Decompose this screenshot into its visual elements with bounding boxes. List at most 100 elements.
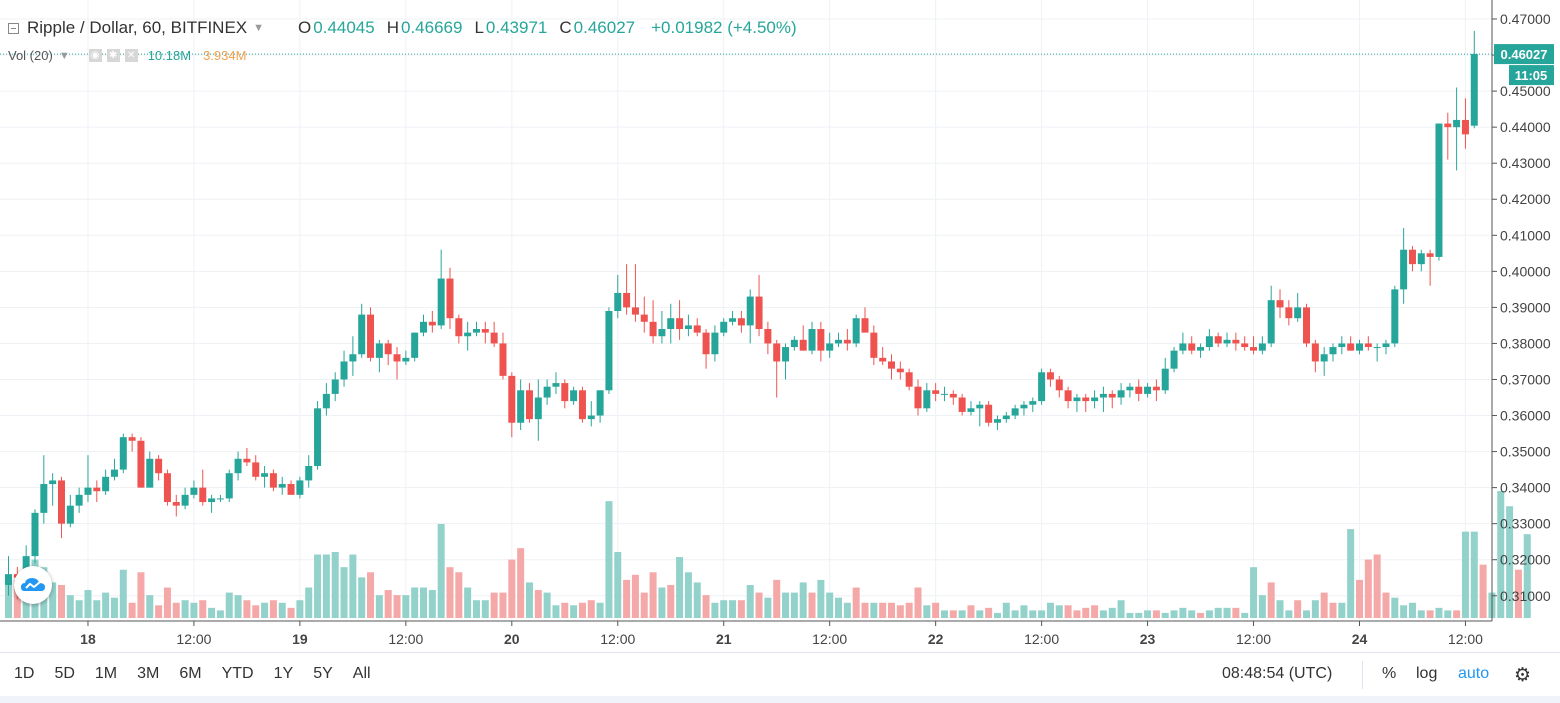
utc-clock[interactable]: 08:48:54 (UTC) [1222,665,1333,682]
x-tick-label: 23 [1140,631,1156,647]
candle-down [932,390,940,394]
volume-bar [1117,600,1125,618]
volume-bar [1479,564,1487,618]
candle-down [1347,343,1355,351]
volume-bar [1382,592,1390,618]
volume-bar [1161,612,1169,618]
chevron-down-icon[interactable]: ▼ [58,49,70,62]
volume-bar [1082,607,1090,618]
date-range-buttons: 1D 5D 1M 3M 6M YTD 1Y 5Y All [14,665,391,683]
y-tick-label: 0.37000 [1500,371,1551,387]
volume-bar [817,579,825,618]
volume-bar [932,602,940,618]
candle-up [596,390,604,416]
high-label: H [386,18,399,37]
log-scale-button[interactable]: log [1416,665,1438,682]
candle-up [190,487,198,495]
candle-up [181,494,189,506]
volume-bar [155,605,163,618]
candle-down [676,318,684,330]
symbol-legend: Ripple / Dollar, 60, BITFINEX ▼ O 0.44045… [8,18,797,38]
grid [0,0,1492,621]
volume-bar [1523,534,1531,618]
candle-up [278,484,286,488]
volume-bar [464,587,472,618]
candle-up [331,379,339,394]
candle-up [667,318,675,330]
candle-up [437,278,445,326]
range-button-5d[interactable]: 5D [54,665,75,682]
range-button-1y[interactable]: 1Y [273,665,294,682]
range-button-1m[interactable]: 1M [94,665,118,682]
candle-down [773,343,781,362]
auto-scale-button[interactable]: auto [1458,665,1490,682]
candle-down [1082,397,1090,402]
candle-down [649,321,657,337]
y-tick-label: 0.35000 [1500,444,1551,460]
volume-ma-value: 3.934M [203,48,247,63]
range-button-3m[interactable]: 3M [137,665,160,682]
candle-up [75,494,83,506]
volume-bar [1020,605,1028,618]
volume-bar [773,579,781,618]
x-tick-label: 22 [928,631,944,647]
range-button-all[interactable]: All [352,665,371,682]
candle-down [693,325,701,333]
range-button-6m[interactable]: 6M [179,665,202,682]
volume-bar [729,600,737,618]
range-button-1d[interactable]: 1D [14,665,35,682]
volume-bar [314,554,322,618]
y-tick-label: 0.38000 [1500,335,1551,351]
candle-down [481,329,489,333]
x-tick-label: 12:00 [1448,631,1483,647]
candle-up [1002,415,1010,420]
symbol-title[interactable]: Ripple / Dollar, 60, BITFINEX [27,18,248,37]
volume-study-title[interactable]: Vol (20) [8,48,53,63]
volume-bar [1355,579,1363,618]
volume-bar [490,592,498,618]
range-button-ytd[interactable]: YTD [221,665,254,682]
candle-down [93,487,101,492]
candle-down [631,307,639,315]
volume-bar [278,602,286,618]
x-tick-label: 12:00 [600,631,635,647]
candle-up [1099,393,1107,398]
eye-icon[interactable]: ◉ [88,49,102,62]
volume-bar [896,605,904,618]
volume-bar [861,602,869,618]
candle-up [1011,408,1019,416]
candle-down [384,343,392,355]
candle-up [1382,343,1390,348]
range-button-5y[interactable]: 5Y [313,665,333,682]
chevron-down-icon[interactable]: ▼ [253,22,265,34]
volume-bar [1126,612,1134,618]
volume-bar [472,600,480,618]
volume-bar [1338,602,1346,618]
tradingview-logo-icon[interactable] [14,566,52,604]
candle-up [1338,343,1346,348]
candle-down [1188,343,1196,351]
settings-small-icon[interactable]: ✱ [106,49,120,62]
candle-down [623,292,631,308]
volume-bar [614,551,622,618]
percent-scale-button[interactable]: % [1382,665,1397,682]
volume-bar [525,582,533,618]
collapse-icon[interactable] [8,22,19,34]
candle-down [499,343,507,376]
volume-bar [958,610,966,618]
volume-bar [782,592,790,618]
candle-up [1453,119,1461,128]
volume-bar [146,595,154,618]
close-icon[interactable]: ✕ [124,49,138,62]
candle-up [208,498,216,503]
volume-bar [128,602,136,618]
volume-bar [985,607,993,618]
volume-bar [190,602,198,618]
candle-down [764,329,772,344]
price-chart[interactable]: 0.31000 0.32000 0.33000 0.34000 0.35000 0.360… [0,0,1560,652]
gear-icon[interactable]: ⚙ [1514,665,1532,686]
volume-bar [605,501,613,618]
y-tick-label: 0.41000 [1500,227,1551,243]
candle-up [1144,386,1152,394]
candle-up [746,296,754,326]
